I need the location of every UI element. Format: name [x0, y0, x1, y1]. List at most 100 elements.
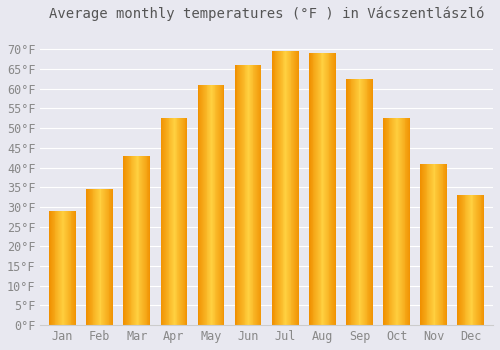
Bar	[353, 79, 354, 325]
Bar	[328, 53, 330, 325]
Bar	[431, 163, 432, 325]
Bar	[472, 195, 474, 325]
Bar	[348, 79, 349, 325]
Bar	[383, 118, 384, 325]
Bar	[97, 189, 98, 325]
Bar	[477, 195, 478, 325]
Bar	[252, 65, 254, 325]
Bar	[250, 65, 251, 325]
Bar	[393, 118, 394, 325]
Bar	[105, 189, 106, 325]
Bar	[388, 118, 390, 325]
Bar	[464, 195, 466, 325]
Bar	[68, 211, 69, 325]
Bar	[94, 189, 95, 325]
Bar	[368, 79, 370, 325]
Bar	[202, 85, 203, 325]
Bar	[284, 51, 285, 325]
Bar	[129, 156, 130, 325]
Bar	[438, 163, 439, 325]
Bar	[174, 118, 175, 325]
Bar	[201, 85, 202, 325]
Bar	[314, 53, 315, 325]
Bar	[460, 195, 461, 325]
Bar	[428, 163, 429, 325]
Bar	[475, 195, 476, 325]
Bar	[439, 163, 440, 325]
Bar	[160, 118, 162, 325]
Bar	[461, 195, 462, 325]
Bar	[72, 211, 74, 325]
Bar	[247, 65, 248, 325]
Bar	[59, 211, 60, 325]
Bar	[219, 85, 220, 325]
Bar	[335, 53, 336, 325]
Bar	[96, 189, 97, 325]
Bar	[401, 118, 402, 325]
Bar	[205, 85, 206, 325]
Bar	[385, 118, 386, 325]
Bar	[146, 156, 148, 325]
Bar	[332, 53, 333, 325]
Bar	[446, 163, 447, 325]
Bar	[130, 156, 132, 325]
Bar	[143, 156, 144, 325]
Bar	[369, 79, 370, 325]
Bar	[365, 79, 366, 325]
Bar	[52, 211, 53, 325]
Bar	[282, 51, 284, 325]
Bar	[173, 118, 174, 325]
Bar	[277, 51, 278, 325]
Bar	[363, 79, 364, 325]
Bar	[319, 53, 320, 325]
Bar	[426, 163, 428, 325]
Bar	[209, 85, 210, 325]
Bar	[286, 51, 287, 325]
Bar	[86, 189, 87, 325]
Bar	[458, 195, 459, 325]
Bar	[442, 163, 444, 325]
Bar	[136, 156, 137, 325]
Bar	[366, 79, 368, 325]
Bar	[476, 195, 477, 325]
Bar	[259, 65, 260, 325]
Bar	[222, 85, 224, 325]
Bar	[95, 189, 96, 325]
Bar	[370, 79, 371, 325]
Bar	[256, 65, 257, 325]
Bar	[108, 189, 110, 325]
Bar	[239, 65, 240, 325]
Bar	[258, 65, 259, 325]
Bar	[423, 163, 424, 325]
Bar	[181, 118, 182, 325]
Bar	[92, 189, 94, 325]
Bar	[316, 53, 317, 325]
Bar	[273, 51, 274, 325]
Bar	[141, 156, 142, 325]
Bar	[331, 53, 332, 325]
Bar	[320, 53, 322, 325]
Bar	[470, 195, 471, 325]
Bar	[98, 189, 99, 325]
Bar	[293, 51, 294, 325]
Bar	[58, 211, 59, 325]
Bar	[334, 53, 335, 325]
Bar	[172, 118, 173, 325]
Bar	[394, 118, 395, 325]
Bar	[478, 195, 479, 325]
Bar	[102, 189, 103, 325]
Bar	[206, 85, 208, 325]
Bar	[324, 53, 325, 325]
Bar	[103, 189, 104, 325]
Bar	[241, 65, 242, 325]
Bar	[204, 85, 205, 325]
Bar	[391, 118, 392, 325]
Bar	[57, 211, 58, 325]
Bar	[91, 189, 92, 325]
Bar	[211, 85, 212, 325]
Bar	[400, 118, 401, 325]
Bar	[56, 211, 57, 325]
Bar	[212, 85, 213, 325]
Bar	[127, 156, 128, 325]
Bar	[248, 65, 249, 325]
